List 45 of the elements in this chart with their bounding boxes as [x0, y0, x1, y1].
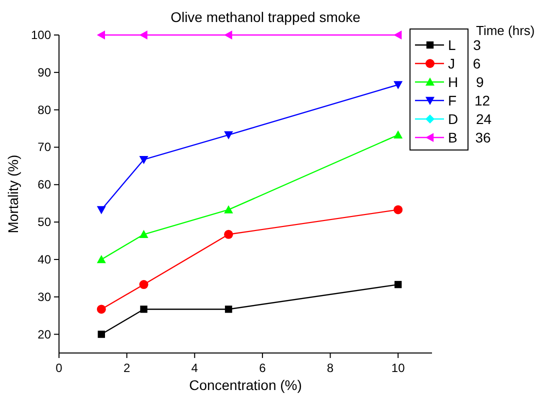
y-tick-label: 90: [38, 65, 52, 80]
point: [394, 130, 403, 138]
point: [140, 306, 148, 313]
x-tick-label: 10: [391, 361, 406, 375]
x-tick-label: 0: [56, 361, 63, 375]
x-tick-label: 8: [326, 361, 334, 375]
point: [394, 30, 402, 40]
point: [96, 304, 106, 314]
point: [224, 230, 234, 239]
point: [96, 206, 106, 214]
x-tick-label: 4: [191, 361, 198, 375]
legend-label: J 6: [448, 56, 481, 72]
y-axis-title: Mortality (%): [5, 154, 21, 234]
point: [139, 30, 148, 40]
point: [96, 30, 105, 40]
point: [394, 280, 402, 288]
point: [139, 280, 148, 290]
point: [224, 131, 234, 140]
legend-label: D 24: [448, 111, 492, 127]
legend-label: B 36: [448, 130, 492, 146]
legend-label: F 12: [448, 92, 490, 108]
y-tick-label: 50: [38, 215, 52, 230]
point: [98, 330, 105, 338]
y-tick-label: 40: [38, 252, 52, 266]
y-tick-label: 20: [38, 327, 52, 342]
point: [224, 30, 232, 40]
y-tick-label: 60: [38, 178, 52, 192]
point: [224, 306, 232, 313]
point: [394, 205, 403, 214]
point: [224, 205, 234, 214]
x-tick-label: 6: [259, 361, 266, 375]
y-tick-label: 70: [38, 140, 52, 154]
x-tick-label: 2: [123, 361, 130, 375]
x-axis-title: Concentration (%): [189, 377, 302, 393]
legend-title: Time (hrs): [476, 23, 535, 38]
y-tick-label: 80: [38, 102, 52, 117]
chart-title: Olive methanol trapped smoke: [170, 9, 361, 25]
y-tick-label: 100: [30, 28, 52, 42]
point: [139, 230, 148, 238]
legend-label: L 3: [448, 37, 482, 53]
y-tick-label: 30: [38, 290, 52, 304]
point: [394, 81, 403, 90]
point: [96, 254, 106, 264]
legend-label: H 9: [448, 74, 484, 90]
point: [139, 156, 148, 164]
